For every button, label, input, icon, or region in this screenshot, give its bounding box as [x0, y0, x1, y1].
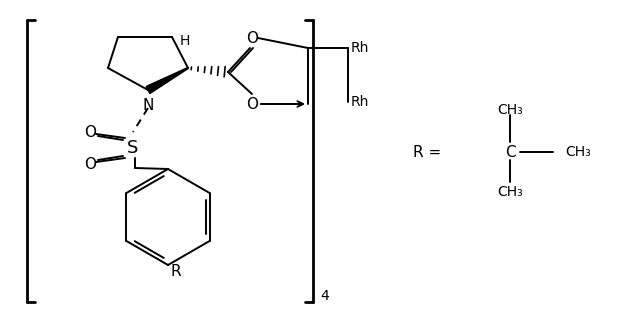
Text: N: N	[142, 98, 154, 113]
Text: CH₃: CH₃	[497, 185, 523, 199]
Text: O: O	[84, 156, 96, 172]
Text: H: H	[180, 34, 190, 48]
Text: O: O	[84, 124, 96, 140]
Text: CH₃: CH₃	[497, 103, 523, 117]
Text: O: O	[246, 97, 258, 111]
Text: R =: R =	[413, 145, 441, 159]
Text: CH₃: CH₃	[565, 145, 591, 159]
Text: O: O	[246, 30, 258, 45]
Text: 4: 4	[320, 289, 329, 303]
Text: Rh: Rh	[351, 95, 369, 109]
Text: R: R	[170, 263, 180, 278]
Text: C: C	[505, 145, 515, 159]
Text: Rh: Rh	[351, 41, 369, 55]
Text: S: S	[127, 139, 139, 157]
Polygon shape	[146, 68, 188, 93]
